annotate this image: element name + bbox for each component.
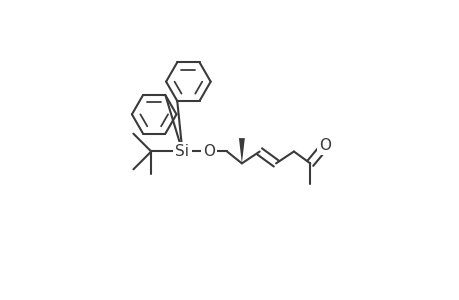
Text: O: O xyxy=(319,138,330,153)
Text: O: O xyxy=(203,144,215,159)
Text: Si: Si xyxy=(175,144,189,159)
Polygon shape xyxy=(238,138,244,164)
